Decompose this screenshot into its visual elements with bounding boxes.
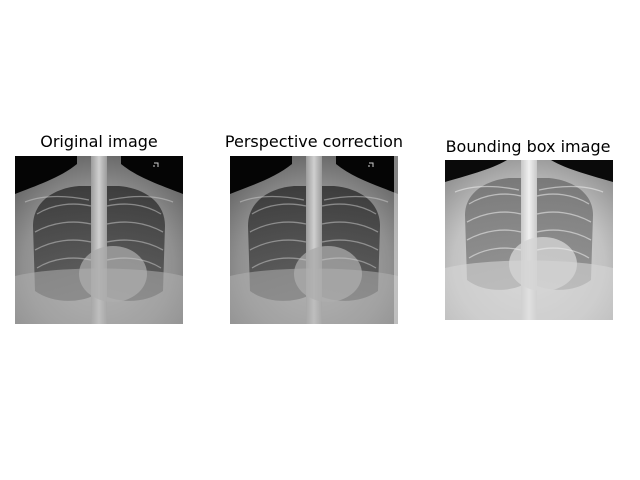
panel-title-bounding-box: Bounding box image [445,137,611,156]
xray-bounding-box-image [445,160,613,320]
panel-title-perspective-correction: Perspective correction [224,132,404,151]
xray-original-image [15,156,183,324]
panel-title-original: Original image [40,132,158,151]
xray-perspective-corrected-image [230,156,398,324]
